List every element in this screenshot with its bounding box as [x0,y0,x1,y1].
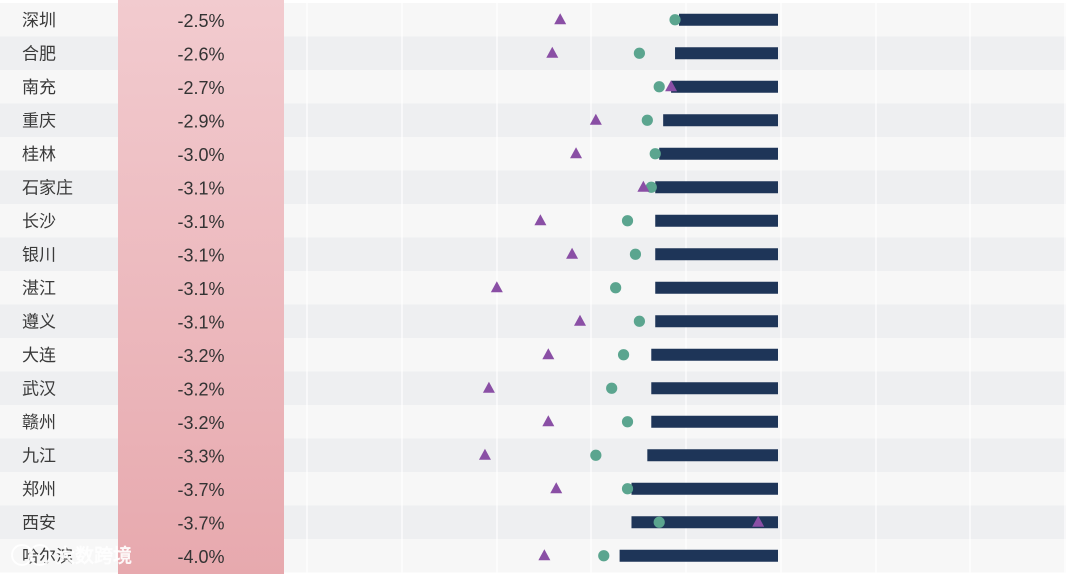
city-label: 长沙 [22,212,56,232]
bar-mark [655,315,778,328]
circle-mark [629,248,642,260]
city-label: 银川 [22,245,56,265]
triangle-mark [534,214,547,226]
value-label: -3.2% [177,346,224,366]
triangle-mark [665,80,678,92]
city-label: 南充 [22,78,56,98]
value-label: -3.1% [177,279,224,299]
triangle-mark [490,281,503,293]
bar-mark [651,382,778,395]
bar-mark [671,80,778,93]
city-label: 武汉 [22,379,56,399]
triangle-mark [566,247,579,259]
city-label: 郑州 [22,480,56,500]
city-label: 西安 [22,513,56,533]
circle-mark [621,416,634,428]
value-label: -3.1% [177,312,224,332]
value-label: -2.5% [177,11,224,31]
value-label: -2.6% [177,44,224,64]
circle-mark [641,114,653,126]
circle-mark [633,315,646,327]
bar-mark [655,281,778,294]
triangle-mark [542,415,555,427]
circle-mark [617,349,630,361]
triangle-mark [637,180,650,192]
city-label: 哈尔滨 [22,547,73,567]
triangle-mark [589,113,602,125]
value-label: -3.2% [177,413,224,433]
watermark-logo-icon [29,544,51,566]
city-label: 石家庄 [22,178,73,198]
value-label: -3.1% [177,212,224,232]
circle-mark [598,550,610,562]
watermark-logo-icon [11,544,33,566]
city-label: 遵义 [22,312,56,332]
bar-mark [655,181,778,194]
circle-mark [653,81,665,93]
city-label: 桂林 [22,145,56,165]
bar-mark [655,248,778,261]
value-label-band [118,0,284,574]
value-label: -3.2% [177,379,224,399]
value-label: -3.0% [177,145,224,165]
circle-mark [606,382,618,394]
city-label: 大连 [22,346,56,366]
circle-mark [645,181,657,193]
watermark-text: 大数跨境 [56,544,132,567]
triangle-mark [574,314,586,326]
bar-mark [663,114,778,127]
city-label: 合肥 [22,44,56,64]
bar-mark [631,482,778,495]
triangle-mark [752,515,765,527]
city-label: 重庆 [22,111,56,131]
value-label: -3.7% [177,480,224,500]
value-label: -3.1% [177,178,224,198]
circle-mark [669,14,681,26]
bar-mark [675,47,778,60]
bar-mark [659,147,778,160]
triangle-mark [546,46,559,58]
city-label: 赣州 [22,413,56,433]
triangle-mark [538,549,551,561]
circle-mark [610,282,622,294]
value-label: -3.3% [177,446,224,466]
circle-mark [621,483,634,495]
value-label: -4.0% [177,547,224,567]
city-label: 湛江 [22,279,56,299]
bar-mark [647,449,778,462]
bar-mark [679,13,778,26]
triangle-mark [550,482,563,494]
circle-mark [649,148,661,160]
triangle-mark [482,381,495,393]
bar-mark [655,214,778,227]
circle-mark [590,449,602,461]
value-label: -2.7% [177,78,224,98]
circle-mark [621,215,634,227]
triangle-mark [478,448,491,460]
city-label: 九江 [22,446,56,466]
bar-mark [651,348,778,361]
bar-mark [651,415,778,428]
triangle-mark [542,348,555,360]
circle-mark [653,516,665,528]
city-label: 深圳 [22,11,56,31]
bar-mark [619,549,778,562]
value-label: -3.7% [177,513,224,533]
triangle-mark [554,13,567,25]
value-label: -2.9% [177,111,224,131]
value-label: -3.1% [177,245,224,265]
triangle-mark [570,147,583,159]
circle-mark [633,47,646,59]
bar-mark [631,516,778,529]
